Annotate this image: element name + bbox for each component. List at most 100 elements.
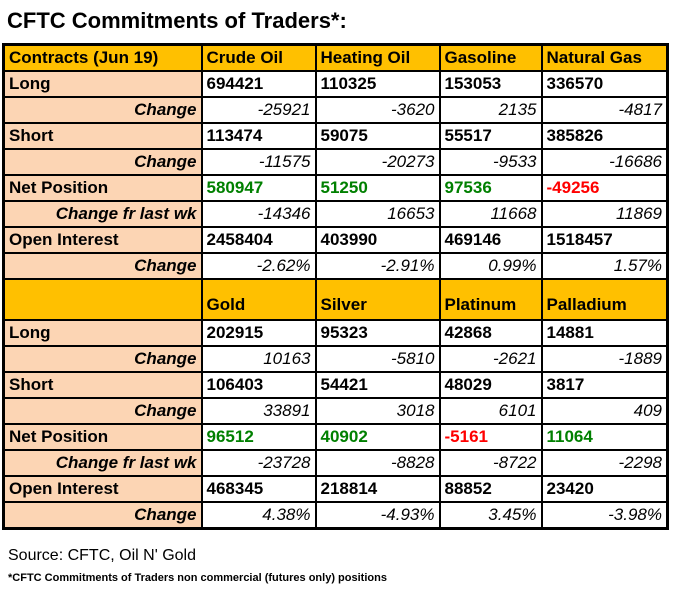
column-header: Gasoline [438, 43, 543, 72]
column-header: Platinum [438, 278, 543, 321]
table-row: Change fr last wk -23728 -8828 -8722 -2298 [2, 449, 669, 477]
row-label: Change [2, 148, 203, 176]
column-header: Silver [314, 278, 441, 321]
table-row: Change fr last wk -14346 16653 11668 11869 [2, 200, 669, 228]
page-title: CFTC Commitments of Traders*: [7, 8, 347, 33]
row-label: Short [2, 122, 203, 150]
table-row: Change -25921 -3620 2135 -4817 [2, 96, 669, 124]
table-row: Long 694421 110325 153053 336570 [2, 70, 669, 98]
value-cell: 3.45% [438, 501, 543, 530]
value-cell: 3817 [540, 371, 669, 399]
value-cell: 0.99% [438, 252, 543, 280]
value-cell: -23728 [200, 449, 317, 477]
value-cell: -5810 [314, 345, 441, 373]
row-label: Change [2, 252, 203, 280]
value-cell: 113474 [200, 122, 317, 150]
value-cell: 42868 [438, 319, 543, 347]
source-text: Source: CFTC, Oil N' Gold [8, 547, 196, 564]
value-cell: 3018 [314, 397, 441, 425]
table-row: Change -11575 -20273 -9533 -16686 [2, 148, 669, 176]
table-row: Change 4.38% -4.93% 3.45% -3.98% [2, 501, 669, 530]
row-label: Long [2, 319, 203, 347]
row-label: Open Interest [2, 475, 203, 503]
row-label: Change [2, 397, 203, 425]
column-header: Palladium [540, 278, 669, 321]
value-cell: -4.93% [314, 501, 441, 530]
row-label: Open Interest [2, 226, 203, 254]
value-cell: 1518457 [540, 226, 669, 254]
value-cell: 106403 [200, 371, 317, 399]
value-cell: -9533 [438, 148, 543, 176]
value-cell: 54421 [314, 371, 441, 399]
value-cell: -25921 [200, 96, 317, 124]
value-cell: 409 [540, 397, 669, 425]
value-cell: 14881 [540, 319, 669, 347]
table-row: Short 106403 54421 48029 3817 [2, 371, 669, 399]
value-cell: 11064 [540, 423, 669, 451]
value-cell: 97536 [438, 174, 543, 202]
value-cell: -5161 [438, 423, 543, 451]
value-cell: 10163 [200, 345, 317, 373]
column-header: Contracts (Jun 19) [2, 43, 203, 72]
table-row: Change -2.62% -2.91% 0.99% 1.57% [2, 252, 669, 280]
value-cell: -3.98% [540, 501, 669, 530]
value-cell: -2621 [438, 345, 543, 373]
value-cell: 33891 [200, 397, 317, 425]
table-row: Long 202915 95323 42868 14881 [2, 319, 669, 347]
value-cell: 110325 [314, 70, 441, 98]
value-cell: 153053 [438, 70, 543, 98]
header-row-energy: Contracts (Jun 19) Crude Oil Heating Oil Ga… [2, 43, 669, 72]
column-header: Gold [200, 278, 317, 321]
value-cell: 2458404 [200, 226, 317, 254]
value-cell: 16653 [314, 200, 441, 228]
table-row: Open Interest 2458404 403990 469146 1518457 [2, 226, 669, 254]
row-label: Change [2, 345, 203, 373]
value-cell: 59075 [314, 122, 441, 150]
value-cell: 23420 [540, 475, 669, 503]
row-label: Change fr last wk [2, 200, 203, 228]
value-cell: -49256 [540, 174, 669, 202]
value-cell: 11668 [438, 200, 543, 228]
value-cell: 4.38% [200, 501, 317, 530]
value-cell: 336570 [540, 70, 669, 98]
column-header: Crude Oil [200, 43, 317, 72]
value-cell: 2135 [438, 96, 543, 124]
value-cell: 96512 [200, 423, 317, 451]
row-label: Short [2, 371, 203, 399]
value-cell: -20273 [314, 148, 441, 176]
value-cell: 202915 [200, 319, 317, 347]
row-label: Change [2, 501, 203, 530]
value-cell: 88852 [438, 475, 543, 503]
value-cell: 95323 [314, 319, 441, 347]
value-cell: 469146 [438, 226, 543, 254]
value-cell: 403990 [314, 226, 441, 254]
row-label: Net Position [2, 174, 203, 202]
value-cell: 6101 [438, 397, 543, 425]
value-cell: -8828 [314, 449, 441, 477]
value-cell: -16686 [540, 148, 669, 176]
value-cell: 385826 [540, 122, 669, 150]
row-label: Change [2, 96, 203, 124]
cot-table: Contracts (Jun 19) Crude Oil Heating Oil Ga… [2, 43, 669, 530]
table-row: Net Position 580947 51250 97536 -49256 [2, 174, 669, 202]
row-label: Change fr last wk [2, 449, 203, 477]
value-cell: 580947 [200, 174, 317, 202]
value-cell: 694421 [200, 70, 317, 98]
value-cell: -14346 [200, 200, 317, 228]
value-cell: -1889 [540, 345, 669, 373]
value-cell: 48029 [438, 371, 543, 399]
table-row: Change 33891 3018 6101 409 [2, 397, 669, 425]
value-cell: 1.57% [540, 252, 669, 280]
row-label: Net Position [2, 423, 203, 451]
row-label: Long [2, 70, 203, 98]
table-row: Open Interest 468345 218814 88852 23420 [2, 475, 669, 503]
value-cell: 40902 [314, 423, 441, 451]
value-cell: 55517 [438, 122, 543, 150]
column-header: Heating Oil [314, 43, 441, 72]
header-row-metals: Gold Silver Platinum Palladium [2, 278, 669, 321]
value-cell: 11869 [540, 200, 669, 228]
value-cell: -2.91% [314, 252, 441, 280]
footnote-text: *CFTC Commitments of Traders non commerc… [8, 572, 387, 584]
value-cell: -2.62% [200, 252, 317, 280]
value-cell: 468345 [200, 475, 317, 503]
